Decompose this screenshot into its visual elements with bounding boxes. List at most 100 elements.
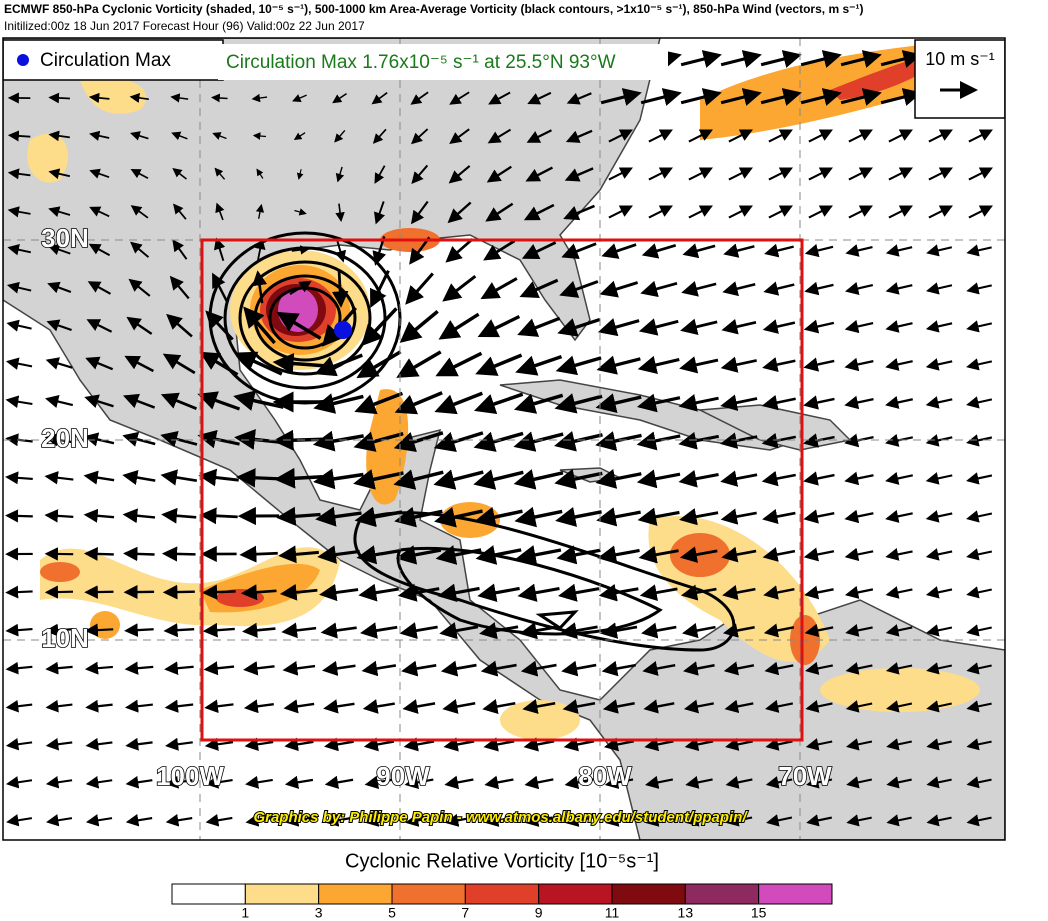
colorbar-tick-label: 7 — [461, 905, 469, 921]
wind-vector — [840, 88, 882, 106]
wind-vector — [723, 661, 755, 676]
wind-vector — [405, 272, 434, 305]
wind-vector — [806, 814, 832, 827]
wind-vector — [161, 546, 196, 562]
wind-vector — [721, 546, 757, 563]
wind-vector — [559, 280, 599, 298]
wind-vector — [728, 129, 753, 143]
wind-vector — [45, 661, 73, 675]
wind-vector — [371, 91, 388, 105]
wind-vector — [526, 129, 552, 143]
wind-vector — [435, 351, 483, 377]
colorbar-tick-label: 3 — [315, 905, 323, 921]
wind-vector — [928, 205, 953, 219]
wind-vector — [808, 167, 833, 181]
wind-vector — [363, 737, 395, 752]
wind-vector — [88, 243, 111, 257]
wind-vector — [438, 312, 480, 340]
wind-vector — [48, 92, 70, 104]
wind-vector — [597, 545, 640, 564]
wind-vector — [204, 737, 234, 751]
wind-vector — [517, 583, 560, 602]
wind-vector — [255, 203, 265, 219]
wind-vector — [170, 93, 189, 103]
wind-vector — [372, 128, 387, 144]
wind-vector — [483, 737, 515, 752]
wind-vector — [289, 280, 312, 296]
wind-vector — [125, 814, 153, 827]
wind-vector — [763, 623, 795, 638]
wind-vector — [683, 699, 714, 714]
wind-vector — [680, 88, 722, 106]
wind-vector — [235, 468, 281, 488]
wind-vector — [242, 622, 276, 638]
wind-vector — [124, 699, 153, 713]
wind-vector — [888, 167, 913, 181]
wind-vector — [514, 506, 563, 528]
wind-vector — [643, 699, 675, 714]
wind-vector — [926, 776, 952, 789]
wind-vector — [728, 167, 753, 181]
wind-vector — [163, 623, 195, 638]
wind-vector — [480, 660, 517, 677]
wind-vector — [85, 699, 113, 713]
wind-vector — [844, 585, 874, 599]
wind-vector — [844, 395, 874, 410]
wind-vector — [47, 244, 71, 256]
wind-vector — [204, 699, 234, 714]
wind-vector — [83, 470, 115, 485]
wind-vector — [808, 129, 833, 143]
wind-vector — [360, 622, 398, 639]
lon-label: 80W — [578, 761, 632, 791]
wind-vector — [83, 432, 115, 447]
wind-vector — [679, 356, 719, 374]
wind-vector — [966, 472, 993, 485]
wind-vector — [356, 545, 401, 565]
wind-vector — [87, 281, 111, 295]
colorbar-swatch — [611, 883, 686, 905]
wind-vector — [215, 202, 225, 221]
wind-vector — [885, 471, 913, 485]
wind-vector — [885, 320, 913, 333]
wind-vector — [214, 167, 226, 180]
wind-vector — [926, 282, 953, 295]
wind-vector — [803, 509, 835, 524]
wind-vector — [639, 584, 678, 601]
wind-vector — [483, 239, 516, 261]
wind-vector — [122, 470, 156, 486]
wind-vector — [123, 546, 155, 562]
wind-vector — [805, 661, 833, 675]
wind-vector — [885, 282, 913, 295]
wind-vector — [636, 469, 681, 489]
wind-vector — [334, 238, 347, 263]
wind-vector — [445, 238, 474, 263]
wind-vector — [396, 350, 442, 378]
wind-vector — [85, 814, 113, 827]
wind-vector — [679, 546, 718, 563]
wind-vector — [251, 93, 268, 103]
wind-vector — [126, 316, 153, 335]
wind-vector — [720, 470, 758, 487]
wind-vector — [205, 775, 233, 789]
wind-vector — [846, 814, 872, 827]
wind-vector — [966, 320, 993, 333]
wind-vector — [844, 357, 874, 372]
wind-vector — [886, 814, 912, 827]
wind-vector — [361, 307, 398, 347]
wind-vector — [720, 50, 762, 68]
wind-vector — [968, 205, 993, 219]
wind-vector — [596, 355, 641, 375]
wind-vector — [397, 583, 440, 602]
wind-vector — [808, 205, 833, 219]
colorbar-swatch — [171, 883, 246, 905]
wind-vector — [399, 310, 439, 343]
wind-vector — [443, 737, 475, 752]
wind-vector — [803, 357, 835, 372]
wind-vector — [885, 358, 913, 371]
wind-vector — [212, 272, 228, 302]
wind-vector — [846, 776, 873, 789]
wind-vector — [599, 280, 639, 298]
wind-vector — [563, 737, 595, 752]
wind-vector — [477, 583, 520, 602]
